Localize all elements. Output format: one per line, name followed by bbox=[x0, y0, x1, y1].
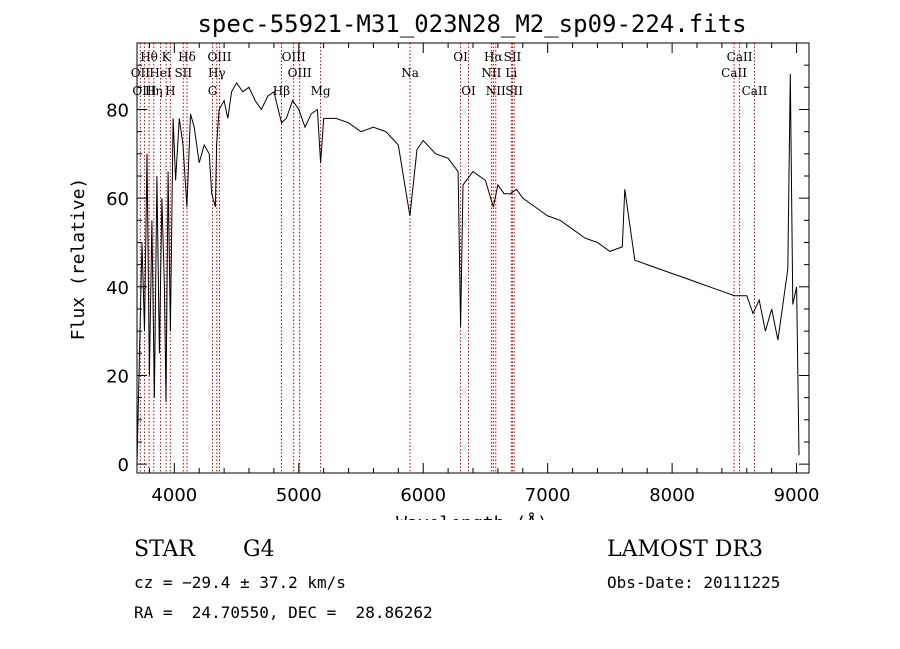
spectrum-plot: spec-55921-M31_023N28_M2_sp09-224.fits H… bbox=[68, 10, 820, 520]
line-label: HeI bbox=[149, 66, 172, 80]
object-subclass: G4 bbox=[243, 537, 275, 562]
y-tick-label: 20 bbox=[106, 366, 129, 387]
line-label: OII bbox=[131, 66, 151, 80]
line-label: OI bbox=[453, 50, 468, 64]
line-label: K bbox=[162, 50, 172, 64]
line-label: OIII bbox=[207, 50, 231, 64]
coordinates: RA = 24.70550, DEC = 28.86262 bbox=[134, 603, 433, 622]
line-label: OIII bbox=[288, 66, 312, 80]
line-label: NII bbox=[486, 84, 506, 98]
chart-title: spec-55921-M31_023N28_M2_sp09-224.fits bbox=[197, 10, 746, 38]
survey-name: LAMOST DR3 bbox=[607, 537, 763, 562]
line-label: NII bbox=[481, 66, 501, 80]
line-label: SII bbox=[174, 66, 192, 80]
x-tick-label: 9000 bbox=[774, 485, 820, 506]
line-label: CaII bbox=[727, 50, 753, 64]
line-label: Hα bbox=[484, 50, 503, 64]
x-tick-label: 8000 bbox=[649, 485, 695, 506]
line-label: SII bbox=[504, 50, 522, 64]
line-label: SII bbox=[505, 84, 523, 98]
x-tick-label: 6000 bbox=[400, 485, 446, 506]
line-markers bbox=[139, 43, 755, 473]
x-tick-label: 7000 bbox=[525, 485, 571, 506]
x-tick-label: 4000 bbox=[151, 485, 197, 506]
line-label: Li bbox=[505, 66, 517, 80]
line-label: OIII bbox=[282, 50, 306, 64]
redshift-value: cz = −29.4 ± 37.2 km/s bbox=[134, 573, 346, 592]
object-class: STAR bbox=[134, 537, 195, 562]
line-label: Na bbox=[401, 66, 419, 80]
line-label: OI bbox=[461, 84, 476, 98]
x-axis: 4000 5000 6000 7000 8000 9000 bbox=[148, 43, 820, 506]
line-label: Hδ bbox=[178, 50, 196, 64]
line-label: Hβ bbox=[273, 84, 290, 98]
spectrum-line bbox=[136, 73, 800, 465]
line-label: Mg bbox=[311, 84, 331, 98]
line-label: Hη bbox=[145, 84, 163, 98]
line-label: Hγ bbox=[208, 66, 226, 80]
line-label: Hθ bbox=[140, 50, 158, 64]
line-label: G bbox=[208, 84, 218, 98]
obs-date: Obs-Date: 20111225 bbox=[607, 573, 781, 592]
y-tick-label: 0 bbox=[118, 455, 129, 476]
x-tick-label: 5000 bbox=[276, 485, 322, 506]
y-tick-label: 80 bbox=[106, 100, 129, 121]
line-label: CaII bbox=[742, 84, 768, 98]
y-axis: 0 20 40 60 80 bbox=[106, 64, 809, 476]
y-axis-label: Flux (relative) bbox=[68, 178, 89, 341]
line-label: H bbox=[165, 84, 175, 98]
y-tick-label: 60 bbox=[106, 189, 129, 210]
line-label: CaII bbox=[721, 66, 747, 80]
plot-frame bbox=[136, 42, 810, 474]
y-tick-label: 40 bbox=[106, 278, 129, 299]
x-axis-label: Wavelength (Å) bbox=[396, 512, 548, 520]
